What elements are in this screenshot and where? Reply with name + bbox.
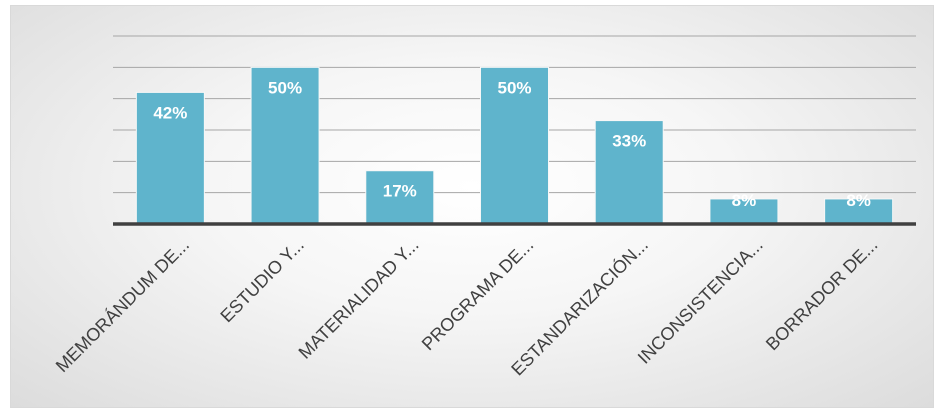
bar — [365, 170, 435, 225]
bars — [135, 66, 894, 225]
data-label: 8% — [846, 191, 871, 210]
category-label: PROGRAMA DE... — [418, 235, 538, 355]
data-label: 17% — [383, 182, 417, 201]
data-label: 42% — [153, 103, 187, 122]
data-label: 33% — [612, 132, 646, 151]
bar — [250, 66, 320, 225]
bar — [594, 120, 664, 225]
bar — [824, 198, 894, 225]
category-label: BORRADOR DE... — [762, 235, 882, 355]
bar — [480, 66, 549, 225]
category-labels: MEMORÁNDUM DE... ESTUDIO Y...MATERIALIDAD… — [52, 234, 882, 379]
category-label: MEMORÁNDUM DE... — [52, 235, 193, 376]
data-label: 8% — [732, 191, 757, 210]
category-label: ESTUDIO Y... — [216, 235, 307, 326]
data-label: 50% — [497, 78, 531, 97]
bar — [709, 198, 779, 225]
data-label: 50% — [268, 78, 302, 97]
data-labels: 42% 50% 17% 50% 33% 8% 8% — [153, 78, 871, 210]
category-label: MATERIALIDAD Y... — [295, 235, 423, 363]
bar — [135, 91, 205, 225]
category-label: INCONSISTENCIA... — [634, 235, 767, 368]
